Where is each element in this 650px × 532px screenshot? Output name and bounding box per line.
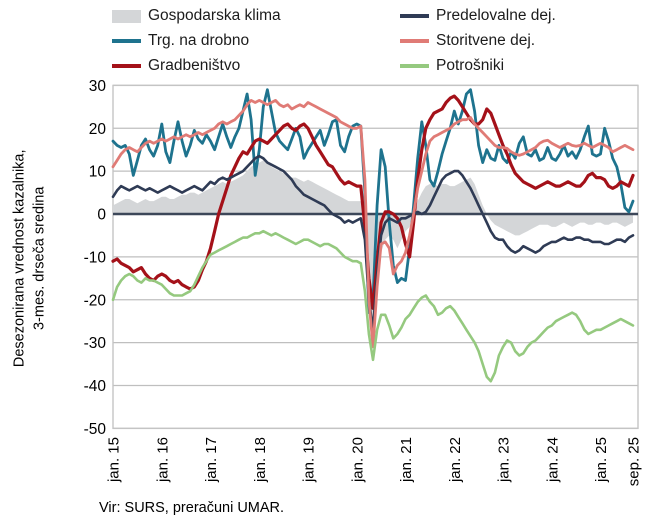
legend-item-trg: Trg. na drobno — [112, 30, 249, 52]
legend-label-grad: Gradbeništvo — [148, 57, 241, 74]
legend-swatch-klima — [112, 9, 141, 23]
x-axis-tick-label: jan. 24 — [544, 437, 561, 483]
legend-label-pred: Predelovalne dej. — [436, 7, 556, 24]
x-axis-tick-label: jan. 18 — [252, 437, 269, 483]
y-axis-tick-label: -50 — [84, 421, 107, 438]
x-axis-tick-label: jan. 21 — [398, 437, 415, 483]
x-axis-tick-label: jan. 20 — [349, 437, 366, 483]
y-axis-tick-label: -30 — [84, 335, 107, 352]
area-klima — [113, 160, 633, 322]
legend-item-potr: Potrošniki — [400, 55, 504, 77]
legend-swatch-pred — [400, 14, 429, 18]
x-axis-tick-label: jan. 15 — [106, 437, 123, 483]
legend-item-stor: Storitvene dej. — [400, 30, 535, 52]
series-line-stor — [111, 99, 635, 349]
legend-swatch-stor — [400, 39, 429, 43]
legend-item-pred: Predelovalne dej. — [400, 5, 556, 27]
legend-swatch-grad — [112, 64, 141, 68]
x-axis-tick-label: jan. 17 — [203, 437, 220, 483]
x-axis-tick-label: sep. 25 — [626, 437, 643, 486]
plot-border — [112, 84, 639, 430]
series-line-grad — [111, 94, 635, 310]
legend-swatch-trg — [112, 39, 141, 43]
legend-label-klima: Gospodarska klima — [148, 7, 281, 24]
source-note: Vir: SURS, preračuni UMAR. — [99, 500, 285, 516]
legend-label-stor: Storitvene dej. — [436, 32, 536, 49]
y-axis-tick-label: 10 — [89, 164, 107, 181]
y-axis-tick-label: 0 — [97, 207, 106, 224]
x-axis-tick-label: jan. 16 — [154, 437, 171, 483]
x-axis-tick-label: jan. 22 — [447, 437, 464, 483]
x-axis-tick-label: jan. 19 — [301, 437, 318, 483]
y-axis-tick-label: -20 — [84, 292, 107, 309]
series-line-potr — [111, 229, 635, 383]
x-axis-tick-label: jan. 23 — [496, 437, 513, 483]
y-axis-tick-label: -40 — [84, 378, 107, 395]
legend-item-grad: Gradbeništvo — [112, 55, 240, 77]
legend-label-potr: Potrošniki — [436, 57, 505, 74]
legend-swatch-potr — [400, 64, 429, 68]
y-axis-tick-label: 20 — [89, 121, 107, 138]
y-axis-tick-label: 30 — [89, 78, 107, 95]
x-axis-tick-label: jan. 25 — [593, 437, 610, 483]
y-axis-tick-label: -10 — [84, 249, 107, 266]
legend-item-klima: Gospodarska klima — [112, 5, 281, 27]
legend-label-trg: Trg. na drobno — [148, 32, 250, 49]
